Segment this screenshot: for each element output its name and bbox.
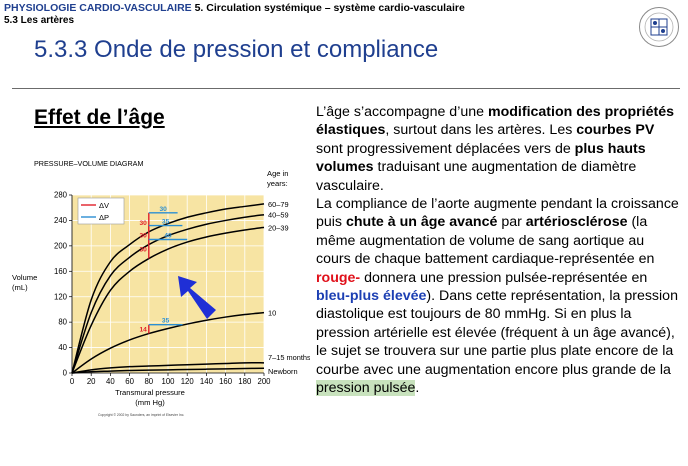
y-tick-label: 120 — [54, 292, 68, 301]
curves: 60–79 40–59 20–39 10 7–15 months Newborn — [71, 200, 310, 376]
x-tick-label: 20 — [87, 377, 96, 386]
text-run: L’âge s’accompagne d’une — [316, 104, 488, 120]
x-tick-label: 0 — [70, 377, 75, 386]
text-run: . — [415, 380, 420, 397]
pv-curve — [71, 362, 265, 374]
red-word: rouge- — [316, 269, 361, 286]
text-bold: courbes PV — [576, 122, 655, 139]
text-run: (la même augmentation de volume de sang … — [316, 214, 655, 268]
age-header-line1: Age in — [267, 169, 289, 178]
age-header-line2: years: — [267, 179, 288, 188]
pressure-volume-chart: PRESSURE–VOLUME DIAGRAM Age in years: 0 2… — [12, 159, 310, 417]
delta-p-label: 35 — [162, 318, 170, 325]
section-heading: Effet de l’âge — [34, 106, 165, 129]
text-bold: artériosclérose — [525, 214, 628, 231]
page-title: 5.3.3 Onde de pression et compliance — [34, 36, 439, 63]
delta-v-label: 14 — [139, 327, 147, 334]
series-label: 60–79 — [268, 200, 289, 209]
pv-curve — [71, 367, 265, 374]
pv-curve — [71, 226, 265, 374]
title-divider — [12, 88, 680, 89]
y-tick-label: 80 — [58, 318, 67, 327]
legend-dp: ΔP — [99, 213, 109, 222]
x-tick-label: 200 — [257, 377, 271, 386]
x-tick-label: 100 — [161, 377, 175, 386]
y-tick-label: 0 — [63, 369, 68, 378]
copyright: Copyright © 2002 by Saunders, an imprint… — [98, 413, 184, 417]
x-axis-label: Transmural pressure — [115, 388, 185, 397]
axes: 0 20 40 60 80 100 120 140 160 180 200 0 40 80 120 160 20… — [12, 191, 271, 407]
x-tick-label: 60 — [125, 377, 134, 386]
delta-v-label: 30 — [139, 233, 147, 240]
pv-curve — [71, 203, 265, 374]
blue-word: bleu-plus élevée — [316, 288, 427, 305]
header-chapter: 5. Circulation systémique – système card… — [194, 2, 465, 14]
body-paragraph: L’âge s’accompagne d’une modification de… — [316, 103, 680, 398]
y-tick-label: 240 — [54, 216, 68, 225]
delta-p-label: 35 — [162, 219, 170, 226]
legend-dv: ΔV — [99, 201, 109, 210]
delta-p-label: 30 — [160, 206, 168, 213]
x-tick-label: 40 — [106, 377, 115, 386]
text-run: ). Dans cette représentation, la pressio… — [316, 288, 678, 378]
y-tick-label: 160 — [54, 267, 68, 276]
delta-p-label: 40 — [164, 233, 172, 240]
y-tick-label: 200 — [54, 241, 68, 250]
y-axis-label: Volume — [12, 273, 37, 282]
text-run: sont progressivement déplacées vers de — [316, 140, 575, 157]
y-tick-label: 40 — [58, 343, 67, 352]
series-label: 20–39 — [268, 223, 289, 232]
university-seal-icon — [639, 7, 679, 47]
pv-curve — [71, 311, 265, 374]
delta-v-label: 30 — [139, 247, 147, 254]
text-run: , surtout dans les artères. Les — [385, 122, 577, 139]
pv-curve — [71, 213, 265, 374]
text-bold: chute à un âge avancé — [345, 214, 498, 231]
header-course: PHYSIOLOGIE CARDIO-VASCULAIRE — [4, 2, 192, 14]
up-arrow-icon — [178, 276, 216, 319]
text-bold: plus hauts volumes — [316, 140, 646, 176]
header-section: 5.3 Les artères — [4, 15, 75, 26]
legend: ΔV ΔP — [77, 197, 125, 225]
annotations: 30 30 30 35 30 40 14 35 — [139, 206, 188, 334]
x-tick-label: 180 — [238, 377, 252, 386]
text-run: par — [497, 214, 526, 231]
series-label: Newborn — [268, 367, 298, 376]
delta-v-label: 30 — [139, 220, 147, 227]
x-tick-label: 120 — [181, 377, 195, 386]
header-course-line: PHYSIOLOGIE CARDIO-VASCULAIRE 5. Circula… — [4, 2, 465, 14]
x-tick-label: 80 — [144, 377, 153, 386]
series-label: 7–15 months — [268, 353, 310, 362]
text-run: donnera une pression pulsée-représentée … — [360, 269, 648, 286]
series-label: 10 — [268, 309, 276, 318]
text-run: traduisant une augmentation de diamètre … — [316, 159, 637, 194]
y-axis-label: (mL) — [12, 283, 28, 292]
x-tick-label: 140 — [200, 377, 214, 386]
y-tick-label: 280 — [54, 191, 68, 200]
x-tick-label: 160 — [219, 377, 233, 386]
chart-title: PRESSURE–VOLUME DIAGRAM — [34, 159, 143, 168]
text-run: La compliance de l’aorte augmente pendan… — [316, 196, 679, 231]
x-axis-label: (mm Hg) — [135, 398, 165, 407]
text-bold: modification des propriétés élastiques — [316, 104, 675, 139]
series-label: 40–59 — [268, 211, 289, 220]
highlighted-text: pression pulsée — [316, 380, 416, 397]
